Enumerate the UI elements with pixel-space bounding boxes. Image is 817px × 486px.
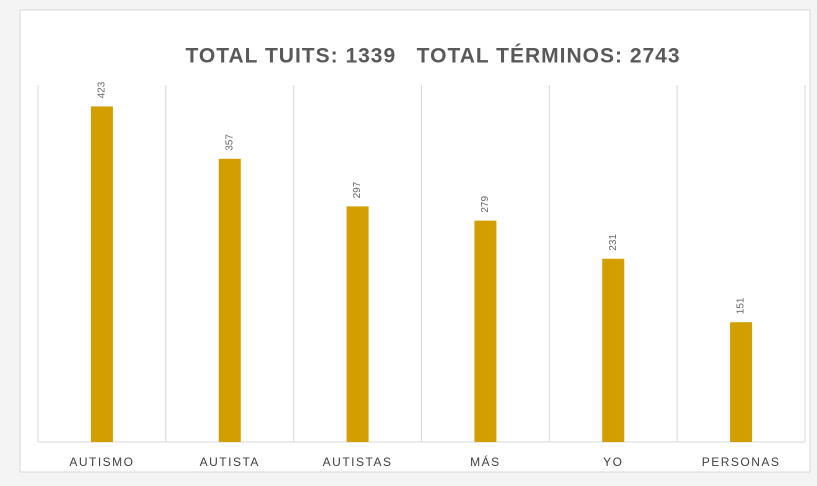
x-tick-label: PERSONAS	[702, 455, 781, 469]
data-label: 151	[736, 297, 747, 314]
bar	[90, 106, 113, 443]
data-label: 357	[224, 134, 235, 151]
data-label: 279	[480, 196, 491, 213]
bar	[730, 322, 753, 442]
x-tick-label: AUTISTA	[200, 455, 260, 469]
x-tick-label: AUTISMO	[69, 455, 134, 469]
x-tick-label: AUTISTAS	[323, 455, 393, 469]
data-label: 423	[97, 81, 108, 98]
chart-frame	[19, 9, 811, 473]
chart-title: TOTAL TUITS: 1339 TOTAL TÉRMINOS: 2743	[185, 45, 680, 68]
x-tick-label: YO	[603, 455, 623, 469]
data-label: 297	[352, 181, 363, 198]
bar	[474, 220, 497, 442]
x-tick-label: MÁS	[470, 454, 501, 469]
bar	[218, 158, 241, 442]
bar	[602, 258, 625, 442]
data-label: 231	[608, 234, 619, 251]
bar	[346, 206, 369, 442]
